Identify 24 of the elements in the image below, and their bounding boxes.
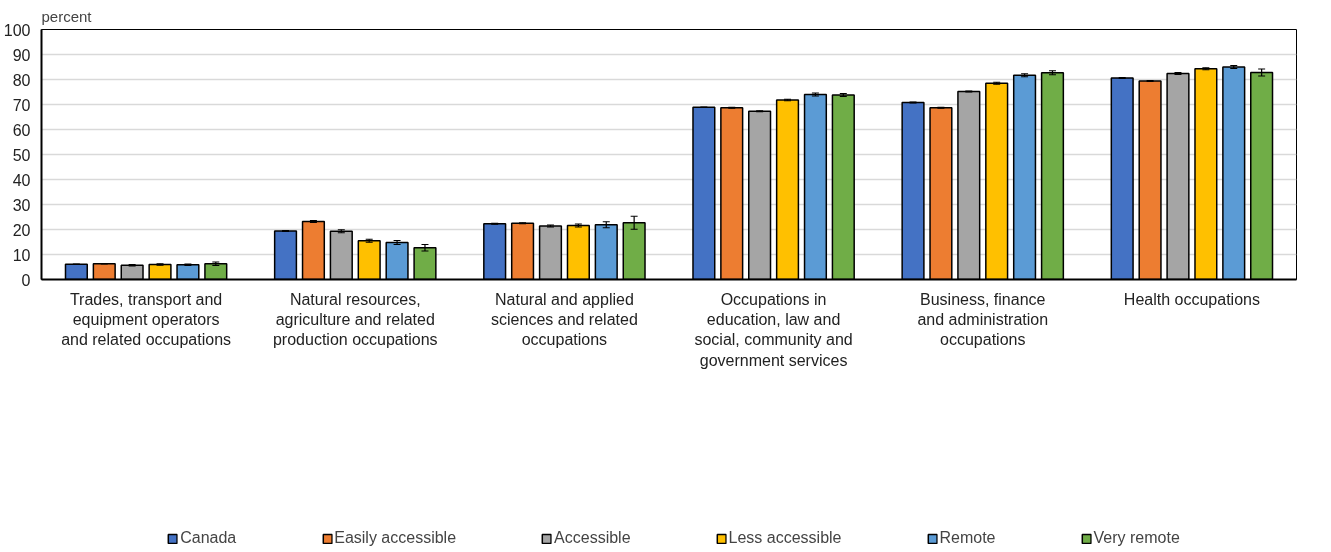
x-tick-label: Natural resources, agriculture and related production occupations <box>272 290 438 349</box>
legend-label: Remote <box>939 529 996 548</box>
legend-label: Canada <box>180 529 237 548</box>
y-tick-label: 30 <box>12 196 31 214</box>
legend-label: Less accessible <box>728 529 842 548</box>
y-tick-label: 40 <box>12 171 31 189</box>
x-tick-label: Business, finance and administration occupations <box>917 290 1049 349</box>
y-axis-title: percent <box>41 7 93 25</box>
y-tick-label: 70 <box>12 96 31 114</box>
y-tick-label: 80 <box>12 71 31 89</box>
legend-label: Accessible <box>554 529 631 548</box>
y-tick-label: 100 <box>3 21 31 39</box>
x-tick-label: Trades, transport and equipment operators and related occupations <box>61 290 232 349</box>
legend-label: Very remote <box>1093 529 1180 548</box>
y-tick-label: 50 <box>12 146 31 164</box>
y-tick-label: 90 <box>12 46 31 64</box>
y-tick-label: 0 <box>21 271 31 289</box>
y-tick-label: 20 <box>12 221 31 239</box>
x-tick-label: Occupations in education, law and social, community and government services <box>694 290 853 369</box>
y-tick-label: 60 <box>12 121 31 139</box>
legend-label: Easily accessible <box>334 529 457 548</box>
x-tick-label: Natural and applied sciences and related occupations <box>491 290 638 349</box>
y-tick-label: 10 <box>12 246 31 264</box>
x-tick-label: Health occupations <box>1123 290 1260 308</box>
